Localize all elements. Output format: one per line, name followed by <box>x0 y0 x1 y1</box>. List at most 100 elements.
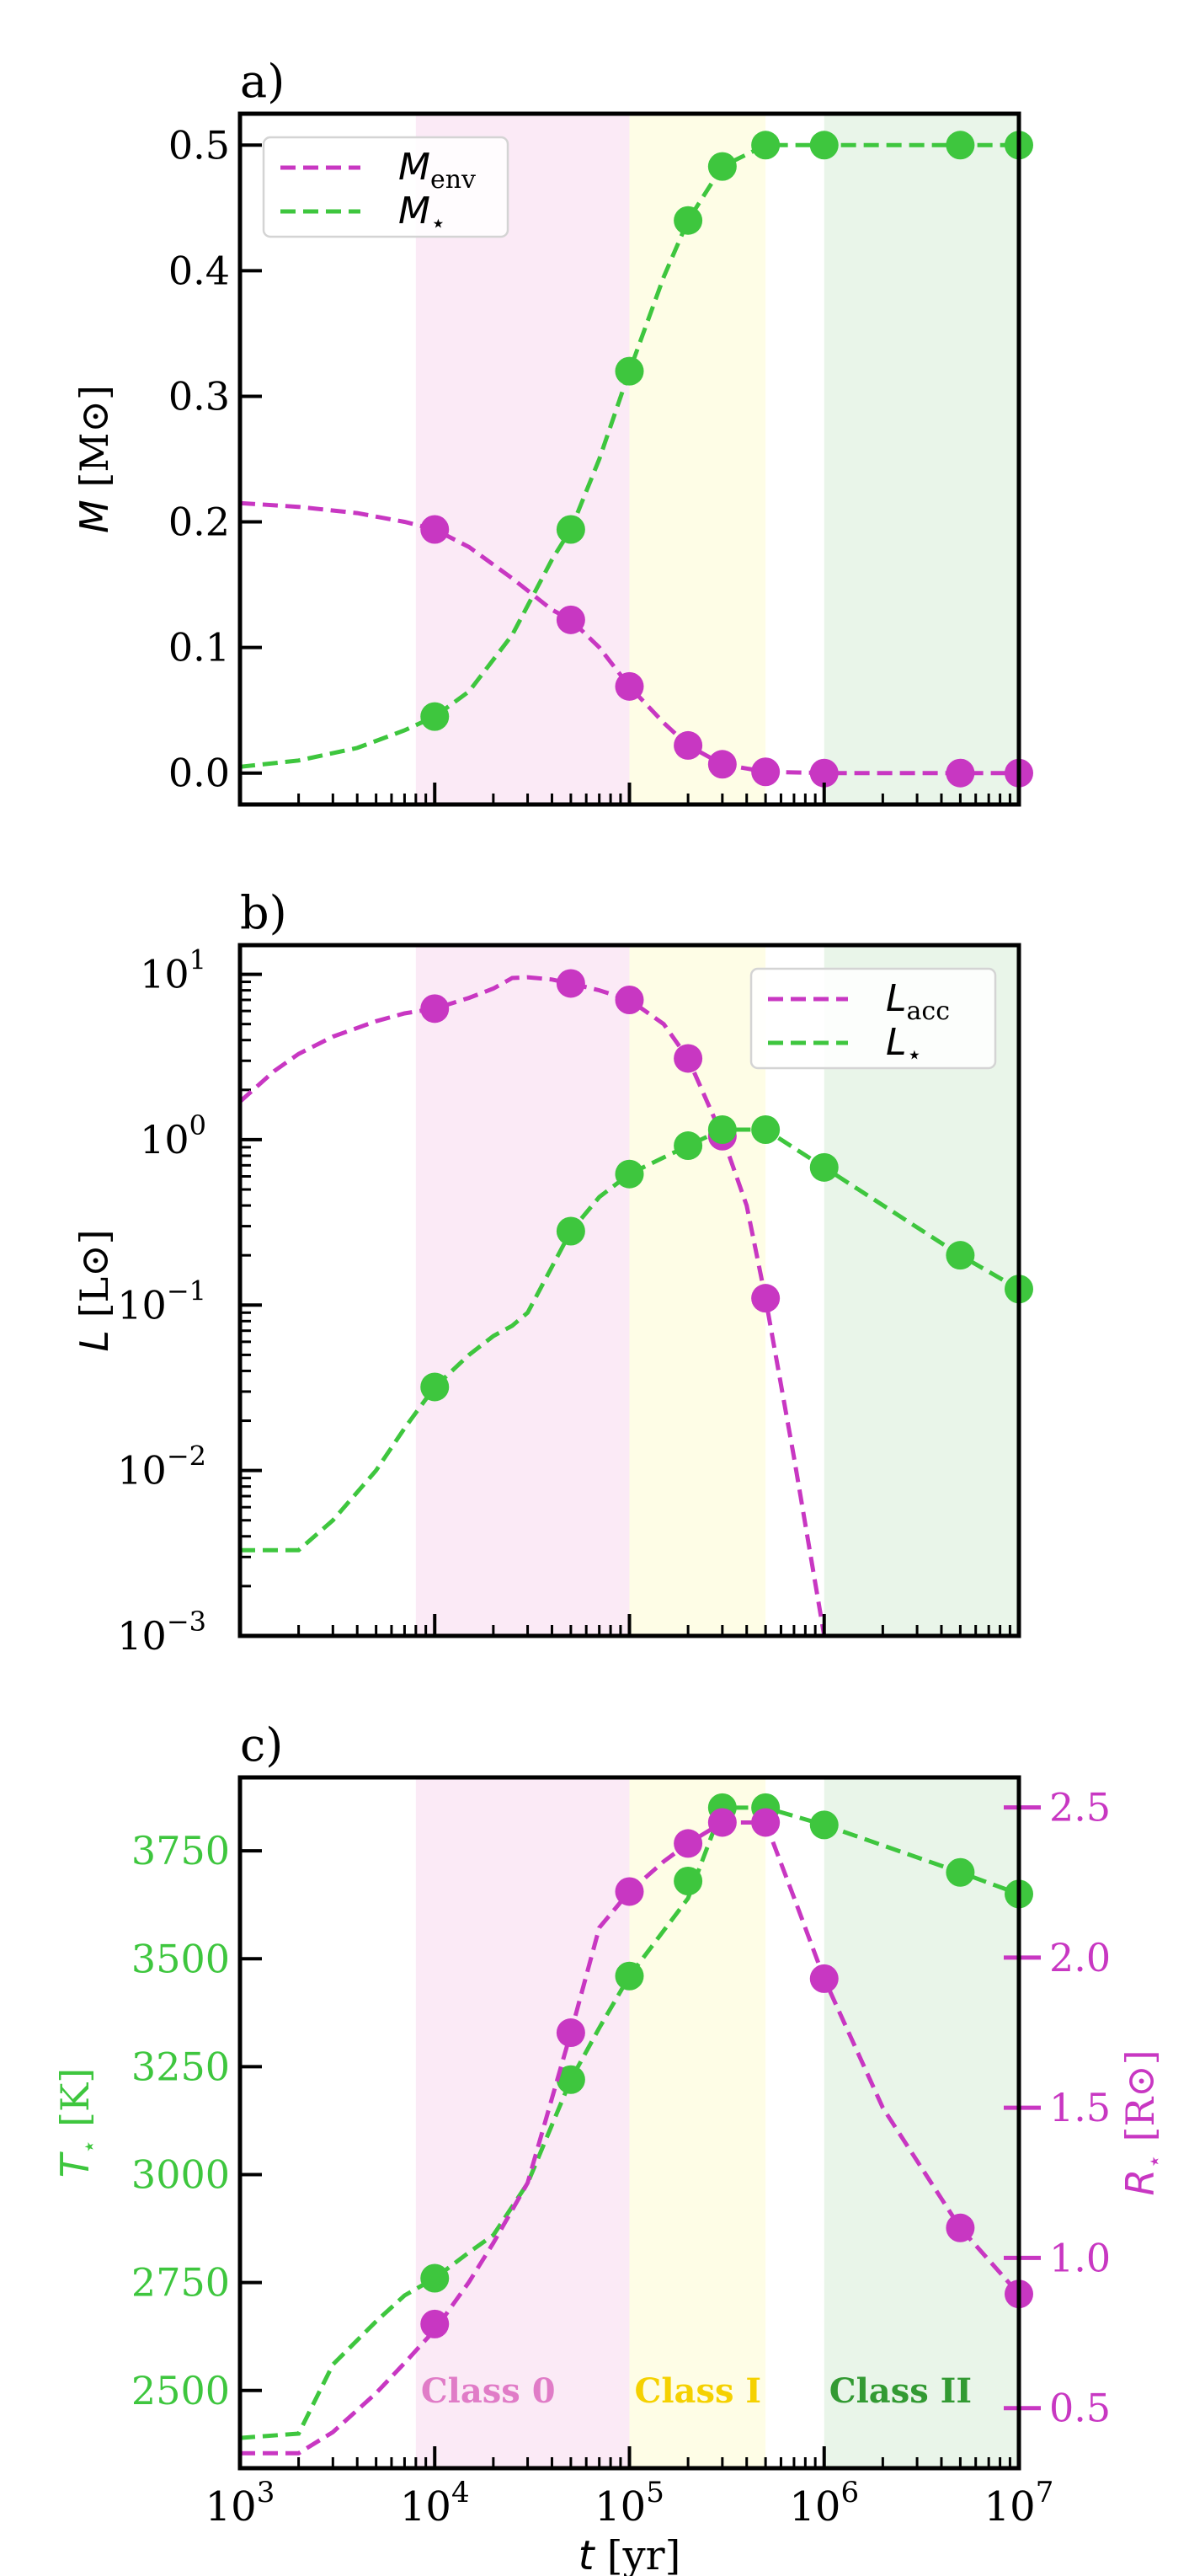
shared-x-axis: 103 104 105 106 107 t [yr] <box>205 2476 1054 2576</box>
y-tick-label: 101 <box>140 944 206 997</box>
data-point-M_star <box>809 131 839 160</box>
x-tick-label: 107 <box>984 2476 1054 2531</box>
data-point-R_star <box>809 1964 839 1993</box>
data-point-L_star <box>674 1131 703 1161</box>
y-label-var: T <box>52 2151 98 2178</box>
data-point-T_star <box>615 1961 644 1991</box>
y-tick-exp: −2 <box>167 1440 206 1472</box>
legend-label-sub: acc <box>907 997 951 1026</box>
series-line-T_star <box>239 1805 1020 2440</box>
y-label-unit: [M⊙] <box>72 385 117 500</box>
data-point-R_star <box>946 2213 975 2242</box>
data-point-L_acc <box>615 985 644 1014</box>
x-tick-exp: 5 <box>646 2476 664 2509</box>
plot-frame <box>237 111 1021 807</box>
data-point-M_star <box>751 131 781 160</box>
x-tick-label: 103 <box>205 2476 275 2531</box>
data-point-T_star <box>420 2263 450 2293</box>
class-band-class0 <box>415 1777 630 2468</box>
class-band-class0 <box>415 945 630 1636</box>
y2-tick-label: 2.5 <box>1049 1785 1111 1830</box>
y-label-var: R <box>1117 2169 1163 2196</box>
panel-label: a) <box>240 55 285 108</box>
y-tick-label: 3500 <box>131 1936 230 1981</box>
y-label-sub: ⋆ <box>1140 2154 1168 2169</box>
data-point-M_star <box>420 702 450 731</box>
y-label-var: L <box>72 1330 117 1352</box>
y-tick-label: 0.2 <box>168 500 230 545</box>
data-point-L_star <box>707 1115 737 1145</box>
y-tick-label: 3000 <box>131 2152 230 2198</box>
data-point-L_star <box>809 1152 839 1182</box>
class-band-classI <box>629 1777 766 2468</box>
y-label-var: M <box>72 500 117 533</box>
data-point-R_star <box>751 1808 781 1837</box>
legend-label-sub: ⋆ <box>430 209 446 238</box>
y2-tick-label: 1.0 <box>1049 2235 1111 2280</box>
x-label-unit: [yr] <box>594 2532 681 2576</box>
x-axis-label: t [yr] <box>579 2532 681 2576</box>
data-point-T_star <box>556 2065 585 2094</box>
panel-label: c) <box>240 1718 283 1772</box>
x-tick-label: 105 <box>594 2476 664 2531</box>
data-point-T_star <box>946 1857 975 1887</box>
legend-label-sub: ⋆ <box>907 1040 923 1070</box>
class-label-classI: Class I <box>635 2371 762 2411</box>
data-point-L_star <box>615 1159 644 1189</box>
legend-box <box>262 136 509 238</box>
x-label-var: t <box>579 2532 596 2576</box>
panel-label: b) <box>240 886 287 939</box>
data-point-R_star <box>674 1829 703 1858</box>
y2-axis-label: R⋆ [R⊙] <box>1117 2050 1168 2195</box>
data-point-M_env <box>615 671 644 701</box>
y-tick-label: 10−2 <box>117 1440 206 1494</box>
y-label-unit: [L⊙] <box>72 1229 117 1330</box>
data-point-T_star <box>809 1810 839 1840</box>
x-tick-exp: 6 <box>840 2476 859 2509</box>
y-tick-label: 10−1 <box>117 1275 206 1328</box>
data-point-M_star <box>615 356 644 386</box>
data-point-M_env <box>556 605 585 634</box>
data-point-L_acc <box>751 1284 781 1313</box>
data-point-R_star <box>615 1877 644 1906</box>
class-label-classII: Class II <box>829 2371 972 2411</box>
y-label-unit: [K] <box>52 2068 98 2140</box>
y-tick-exp: 0 <box>189 1109 206 1141</box>
data-point-L_star <box>420 1372 450 1402</box>
y-tick-label: 3750 <box>131 1828 230 1873</box>
y-tick-label: 0.3 <box>168 373 230 419</box>
plot-frame <box>237 1775 1021 2471</box>
y-tick-label: 0.0 <box>168 751 230 796</box>
data-point-R_star <box>707 1808 737 1837</box>
y-tick-exp: 1 <box>189 944 206 976</box>
data-point-R_star <box>556 2018 585 2048</box>
data-point-M_env <box>751 757 781 787</box>
series-line-L_acc <box>238 975 827 1637</box>
y-tick-label: 10−3 <box>117 1606 206 1659</box>
y-tick-label: 3250 <box>131 2044 230 2089</box>
data-point-L_acc <box>556 969 585 998</box>
y-axis-label: L [L⊙] <box>72 1229 117 1351</box>
x-tick-label: 104 <box>400 2476 470 2531</box>
y-tick-label: 100 <box>140 1109 206 1162</box>
y2-tick-label: 2.0 <box>1049 1935 1111 1980</box>
data-point-M_env <box>707 750 737 779</box>
data-point-M_star <box>707 152 737 181</box>
data-point-L_star <box>751 1115 781 1145</box>
class-band-classII <box>824 1777 1019 2468</box>
class-band-classII <box>824 114 1019 804</box>
series-line-R_star <box>240 1820 1021 2456</box>
data-point-L_star <box>556 1216 585 1246</box>
x-tick-exp: 3 <box>257 2476 275 2509</box>
data-point-M_star <box>674 206 703 235</box>
data-point-L_acc <box>420 994 450 1023</box>
panel-c: 2500 2750 3000 3250 3500 3750 0.5 1.0 1.5 2.0 2.5 c… <box>52 1718 1168 2471</box>
legend-label-sub: env <box>430 165 476 195</box>
data-point-M_star <box>556 515 585 544</box>
y-label-sub: ⋆ <box>75 2140 103 2155</box>
data-point-M_star <box>946 131 975 160</box>
x-tick-exp: 4 <box>451 2476 470 2509</box>
